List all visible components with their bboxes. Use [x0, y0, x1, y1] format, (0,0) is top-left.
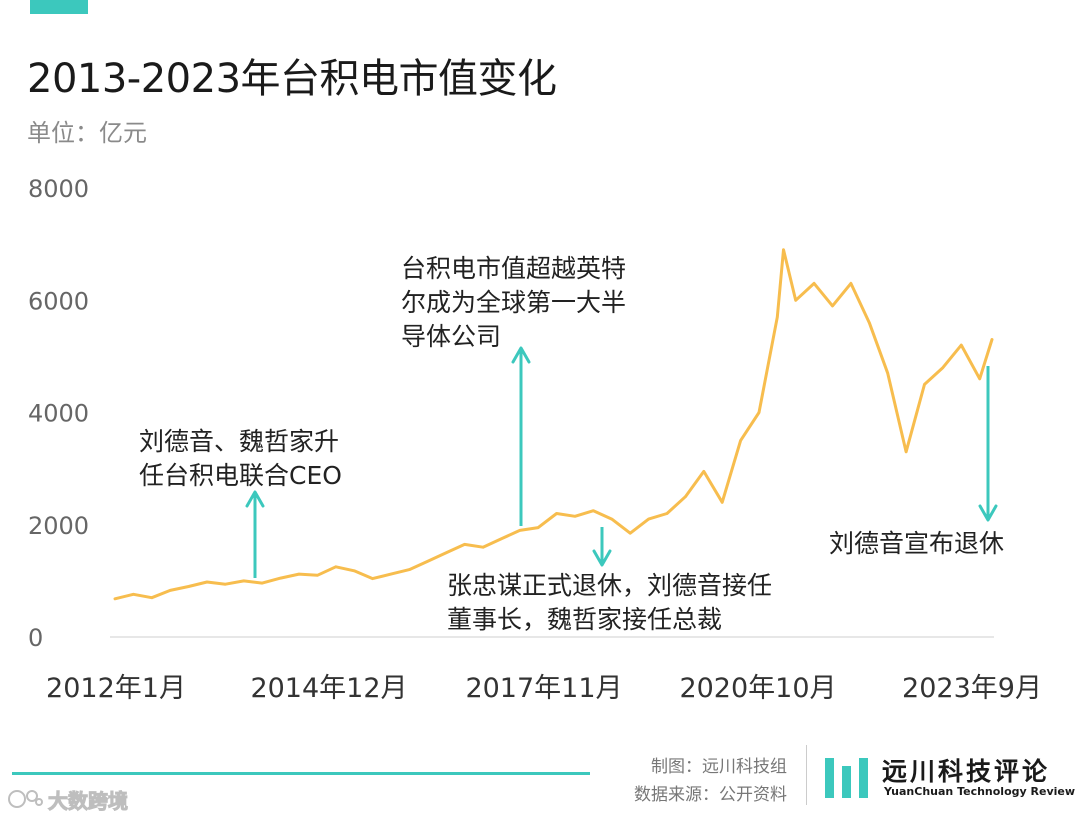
- data-point: [702, 470, 705, 473]
- data-point: [610, 517, 613, 521]
- data-point: [261, 581, 264, 585]
- footer-divider: [12, 772, 590, 775]
- data-point: [279, 576, 282, 580]
- y-tick-label: 2000: [28, 512, 89, 540]
- data-point: [445, 551, 448, 554]
- data-source: 数据来源：公开资料: [634, 785, 787, 805]
- data-point: [297, 572, 301, 576]
- data-point: [316, 574, 319, 577]
- annotation-label: 尔成为全球第一大半: [401, 288, 626, 317]
- data-point: [187, 585, 190, 588]
- data-point: [169, 589, 172, 592]
- y-tick-label: 0: [28, 624, 43, 652]
- annotation-arrow-head: [592, 549, 612, 567]
- data-point: [904, 450, 908, 453]
- data-point: [555, 512, 558, 515]
- data-point: [776, 315, 779, 319]
- data-point: [812, 282, 816, 285]
- data-point: [721, 501, 724, 504]
- page-title: 2013-2023年台积电市值变化: [27, 56, 557, 102]
- data-point: [408, 568, 411, 571]
- data-point: [426, 560, 429, 563]
- x-tick-label: 2012年1月: [46, 673, 186, 704]
- annotation-label: 任台积电联合CEO: [139, 461, 342, 490]
- annotation-label: 张忠谋正式退休，刘德音接任: [447, 571, 772, 600]
- annotation-label: 董事长，魏哲家接任总裁: [447, 605, 722, 634]
- y-tick-label: 6000: [28, 287, 89, 315]
- x-tick-label: 2017年11月: [465, 673, 622, 704]
- data-point: [592, 509, 595, 512]
- y-tick-label: 8000: [28, 175, 89, 203]
- watermark-logo-icon: [8, 790, 43, 808]
- annotation-label: 刘德音宣布退休: [829, 529, 1004, 558]
- data-point: [849, 282, 853, 285]
- data-point: [389, 572, 393, 576]
- data-point: [113, 597, 117, 600]
- data-point: [831, 304, 834, 308]
- line-chart: 0 2000 4000 6000 8000 2012年1月 2014年12月 2017年11月…: [28, 175, 1042, 704]
- data-point: [242, 579, 245, 583]
- data-point: [573, 515, 577, 518]
- data-point: [886, 372, 889, 375]
- data-point: [782, 248, 785, 251]
- watermark-text: 大数跨境: [48, 788, 129, 813]
- annotation-label: 台积电市值超越英特: [401, 254, 626, 283]
- data-point: [684, 495, 687, 498]
- data-point: [941, 366, 945, 369]
- data-point: [481, 546, 485, 549]
- data-point: [960, 343, 963, 347]
- data-point: [132, 593, 135, 596]
- data-point: [463, 543, 466, 546]
- data-point: [647, 517, 650, 521]
- footer-separator: [806, 745, 807, 805]
- annotation-arrow-head: [511, 346, 531, 364]
- data-point: [353, 569, 356, 572]
- annotation-arrow-head: [978, 504, 998, 522]
- y-tick-label: 4000: [28, 400, 89, 428]
- data-point: [990, 338, 994, 341]
- series-line: [113, 248, 994, 601]
- data-point: [794, 299, 797, 302]
- unit-label: 单位：亿元: [27, 119, 147, 147]
- brand-name-en: YuanChuan Technology Review: [884, 785, 1076, 798]
- data-point: [739, 439, 742, 442]
- data-point: [665, 512, 669, 515]
- x-tick-label: 2014年12月: [250, 673, 407, 704]
- data-point: [537, 526, 540, 529]
- brand-logo-icon: [825, 758, 868, 798]
- data-point: [334, 565, 337, 568]
- annotation-arrow-head: [245, 490, 265, 508]
- data-point: [978, 377, 981, 380]
- annotation-label: 导体公司: [401, 322, 501, 351]
- top-accent-bar: [30, 0, 88, 14]
- data-point: [923, 383, 926, 386]
- data-point: [371, 577, 374, 580]
- data-point: [500, 537, 503, 540]
- annotation-label: 刘德音、魏哲家升: [139, 427, 339, 456]
- data-point: [224, 583, 227, 586]
- data-point: [629, 532, 632, 535]
- data-point: [868, 321, 871, 324]
- brand-name: 远川科技评论: [882, 757, 1051, 786]
- data-point: [205, 580, 209, 584]
- watermark: 大数跨境: [8, 784, 129, 814]
- chart-credit: 制图：远川科技组: [651, 757, 787, 777]
- x-tick-label: 2023年9月: [902, 673, 1042, 704]
- x-tick-label: 2020年10月: [679, 673, 836, 704]
- data-point: [150, 596, 153, 599]
- data-point: [757, 411, 761, 414]
- data-point: [518, 529, 521, 532]
